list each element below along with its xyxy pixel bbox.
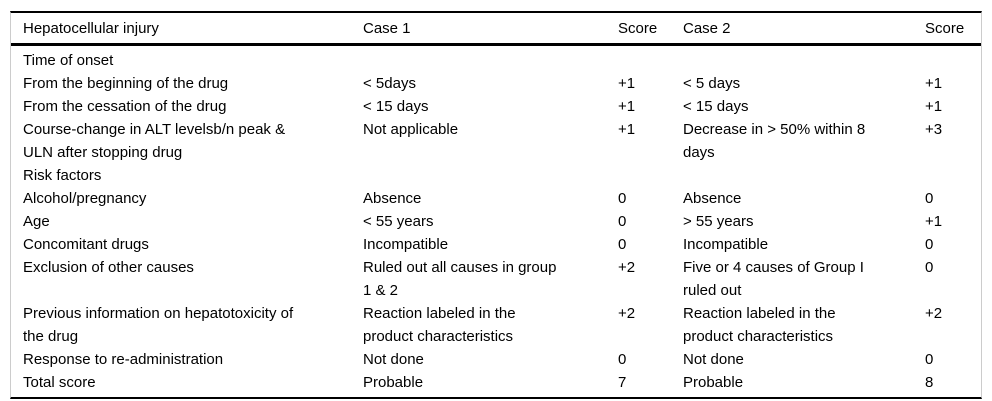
table-row: Concomitant drugs Incompatible 0 Incompa… [11,233,981,256]
table-header: Hepatocellular injury Case 1 Score Case … [11,13,981,46]
cell-case1-score: +2 [618,259,636,276]
table-row: Previous information on hepatotoxicity o… [11,302,981,348]
cell-case1-value: Not done [363,351,424,368]
cell-criterion-label: Concomitant drugs [23,236,149,253]
header-row: Hepatocellular injury Case 1 Score Case … [11,13,981,46]
cell-case1-value [363,164,618,187]
cell-case2-value: > 55 years [683,213,754,230]
cell-case1-value: Ruled out all causes in group 1 & 2 [363,259,557,299]
cell-case1-score: +1 [618,75,636,92]
cell-case2-score: 0 [925,236,934,253]
cell-criterion-label: Risk factors [23,167,102,184]
cell-case2-value: Absence [683,190,742,207]
table-row: From the beginning of the drug < 5days +… [11,72,981,95]
table-row: Total score Probable 7 Probable 8 [11,371,981,397]
table-row: Risk factors [11,164,981,187]
cell-case1-value: < 55 years [363,213,434,230]
table-row: Response to re-administration Not done 0… [11,348,981,371]
cell-case2-score: 8 [925,374,934,391]
table-body: Time of onset From the beginning of the … [11,45,981,398]
cell-case2-score [925,164,981,187]
cell-case2-score: +1 [925,98,943,115]
cell-case2-value: Reaction labeled in the product characte… [683,305,836,345]
cell-case1-score: +1 [618,121,636,138]
cell-case1-score: 7 [618,374,627,391]
cell-case2-value: < 15 days [683,98,749,115]
cell-criterion-label: Time of onset [23,52,114,69]
cell-criterion-label: Previous information on hepatotoxicity o… [23,305,294,345]
cell-case1-score: 0 [618,190,627,207]
cell-criterion-label: From the beginning of the drug [23,75,229,92]
cell-case2-score: 0 [925,351,934,368]
cell-case1-value: Reaction labeled in the product characte… [363,305,516,345]
cell-case2-value [683,164,925,187]
cell-criterion-label: Total score [23,374,96,391]
cell-case1-value: Incompatible [363,236,449,253]
cell-case1-value [363,45,618,73]
cell-criterion-label: Alcohol/pregnancy [23,190,147,207]
cell-case2-value: Probable [683,374,744,391]
cell-criterion-label: Exclusion of other causes [23,259,194,276]
cell-case2-value: < 5 days [683,75,741,92]
cell-case1-value: < 5days [363,75,416,92]
table-row: Course-change in ALT levelsb/n peak & UL… [11,118,981,164]
cell-case1-value: Not applicable [363,121,459,138]
table-row: Age < 55 years 0 > 55 years +1 [11,210,981,233]
cell-case2-score: 0 [925,259,934,276]
cell-case2-value: Five or 4 causes of Group I ruled out [683,259,864,299]
column-header-case-2: Case 2 [683,13,925,46]
cell-case1-score: 0 [618,213,627,230]
cell-case2-score: +3 [925,121,943,138]
cell-case1-value: Absence [363,190,422,207]
cell-case2-score: +1 [925,75,943,92]
table-row: From the cessation of the drug < 15 days… [11,95,981,118]
cell-case1-score: 0 [618,236,627,253]
column-header-hepatocellular-injury: Hepatocellular injury [11,13,363,46]
cell-criterion-label: Response to re-administration [23,351,224,368]
score-table: Hepatocellular injury Case 1 Score Case … [11,13,981,397]
cell-case2-score: +1 [925,213,943,230]
cell-criterion-label: Course-change in ALT levelsb/n peak & UL… [23,121,286,161]
cell-case1-score: +2 [618,305,636,322]
table-row: Alcohol/pregnancy Absence 0 Absence 0 [11,187,981,210]
cell-case2-value: Not done [683,351,744,368]
cell-case2-score: +2 [925,305,943,322]
table-row: Time of onset [11,45,981,73]
cell-case1-score: +1 [618,98,636,115]
cell-case1-score [618,45,683,73]
cell-criterion-label: Age [23,213,50,230]
cell-case2-score: 0 [925,190,934,207]
column-header-score-1: Score [618,13,683,46]
cell-case2-score [925,45,981,73]
cell-case2-value [683,45,925,73]
cell-criterion-label: From the cessation of the drug [23,98,227,115]
cell-case2-value: Incompatible [683,236,769,253]
hepatocellular-injury-score-table: Hepatocellular injury Case 1 Score Case … [10,11,982,399]
table-row: Exclusion of other causes Ruled out all … [11,256,981,302]
column-header-score-2: Score [925,13,981,46]
cell-case1-score: 0 [618,351,627,368]
cell-case1-value: < 15 days [363,98,429,115]
column-header-case-1: Case 1 [363,13,618,46]
cell-case1-value: Probable [363,374,424,391]
cell-case2-value: Decrease in > 50% within 8 days [683,121,866,161]
cell-case1-score [618,164,683,187]
